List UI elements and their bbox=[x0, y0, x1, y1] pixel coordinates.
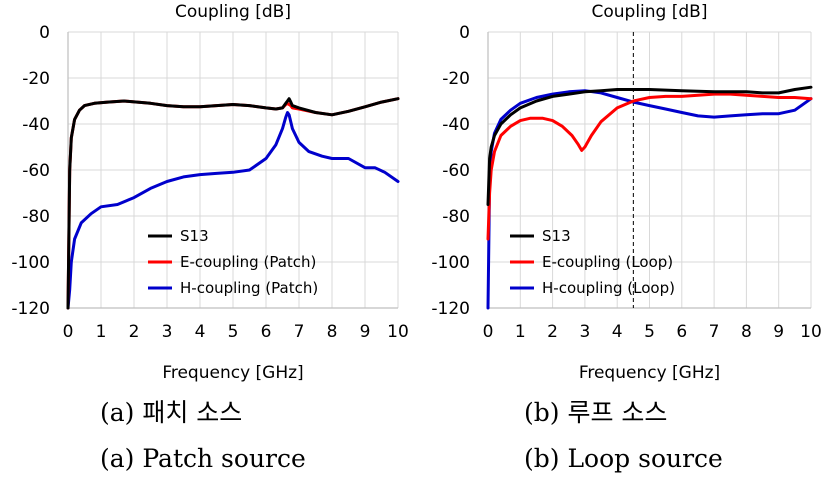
y-tick-label: -60 bbox=[22, 161, 50, 181]
y-tick-label: 0 bbox=[459, 23, 470, 43]
series-line-h-coupling bbox=[66, 111, 400, 310]
x-tick-label: 5 bbox=[644, 322, 655, 342]
chart-title: Coupling [dB] bbox=[592, 2, 708, 22]
y-tick-label: -120 bbox=[11, 299, 50, 319]
x-tick-label: 3 bbox=[162, 322, 173, 342]
series-line-s13 bbox=[66, 97, 400, 310]
x-axis-label: Frequency [GHz] bbox=[579, 363, 720, 383]
y-tick-label: -40 bbox=[442, 115, 470, 135]
x-tick-label: 9 bbox=[773, 322, 784, 342]
caption-b-english: (b) Loop source bbox=[524, 444, 723, 473]
legend-label: H-coupling (Patch) bbox=[180, 279, 318, 297]
x-tick-label: 4 bbox=[195, 322, 206, 342]
x-tick-label: 4 bbox=[612, 322, 623, 342]
x-tick-label: 1 bbox=[515, 322, 526, 342]
x-tick-label: 7 bbox=[294, 322, 305, 342]
x-tick-label: 2 bbox=[547, 322, 558, 342]
series-line-e-coupling bbox=[486, 92, 813, 241]
x-tick-label: 8 bbox=[327, 322, 338, 342]
x-tick-label: 10 bbox=[800, 322, 822, 342]
y-tick-label: -100 bbox=[431, 253, 470, 273]
y-tick-label: -60 bbox=[442, 161, 470, 181]
caption-a-korean: (a) 패치 소스 bbox=[100, 398, 243, 427]
series-line-s13 bbox=[486, 85, 813, 206]
y-tick-label: -100 bbox=[11, 253, 50, 273]
y-tick-label: -20 bbox=[442, 69, 470, 89]
chart-panel-a: 0 -20 -40 -60 -80 -100 -120 0 1 2 3 4 5 6 7 8 9 10 Couplin… bbox=[11, 2, 408, 383]
x-tick-label: 9 bbox=[360, 322, 371, 342]
y-tick-label: -40 bbox=[22, 115, 50, 135]
chart-title: Coupling [dB] bbox=[175, 2, 291, 22]
legend-label: E-coupling (Patch) bbox=[180, 253, 316, 271]
x-tick-label: 1 bbox=[96, 322, 107, 342]
x-tick-label: 3 bbox=[579, 322, 590, 342]
y-tick-label: -20 bbox=[22, 69, 50, 89]
legend-label: S13 bbox=[542, 227, 571, 245]
x-tick-label: 6 bbox=[676, 322, 687, 342]
x-tick-label: 6 bbox=[261, 322, 272, 342]
x-tick-label: 0 bbox=[63, 322, 74, 342]
y-tick-label: -80 bbox=[22, 207, 50, 227]
chart-panel-b: 0 -20 -40 -60 -80 -100 -120 0 1 2 3 4 5 6 7 8 9 10 Couplin… bbox=[431, 2, 821, 383]
x-axis-label: Frequency [GHz] bbox=[162, 363, 303, 383]
x-tick-label: 0 bbox=[483, 322, 494, 342]
x-tick-label: 10 bbox=[387, 322, 409, 342]
legend-label: S13 bbox=[180, 227, 209, 245]
y-tick-label: -80 bbox=[442, 207, 470, 227]
legend-label: E-coupling (Loop) bbox=[542, 253, 673, 271]
series-line-h-coupling bbox=[486, 89, 813, 310]
y-tick-label: -120 bbox=[431, 299, 470, 319]
x-tick-label: 8 bbox=[741, 322, 752, 342]
x-tick-label: 7 bbox=[709, 322, 720, 342]
x-tick-label: 2 bbox=[129, 322, 140, 342]
caption-b-korean: (b) 루프 소스 bbox=[524, 398, 668, 427]
legend-label: H-coupling (Loop) bbox=[542, 279, 675, 297]
caption-a-english: (a) Patch source bbox=[100, 444, 306, 473]
x-tick-label: 5 bbox=[228, 322, 239, 342]
y-tick-label: 0 bbox=[39, 23, 50, 43]
